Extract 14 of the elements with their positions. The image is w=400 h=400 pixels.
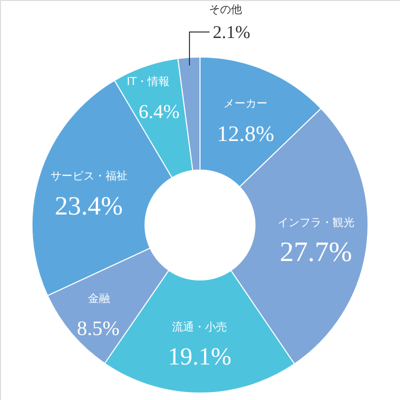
- slice-label: IT・情報: [126, 75, 170, 88]
- data-label: 23.4%: [54, 191, 123, 220]
- data-label: 8.5%: [76, 318, 120, 340]
- slice-label: メーカー: [224, 96, 268, 110]
- data-label: 12.8%: [216, 120, 274, 146]
- data-label: 27.7%: [280, 237, 352, 268]
- data-label: 2.1%: [212, 22, 250, 42]
- data-label: 6.4%: [138, 101, 180, 123]
- slice-label: その他: [208, 3, 242, 16]
- data-label: 19.1%: [168, 344, 232, 370]
- slice-label: 流通・小売: [172, 320, 228, 334]
- slice-label: 金融: [88, 292, 110, 305]
- slice-label: サービス・福祉: [50, 169, 128, 182]
- slice-label: インフラ・観光: [277, 216, 354, 230]
